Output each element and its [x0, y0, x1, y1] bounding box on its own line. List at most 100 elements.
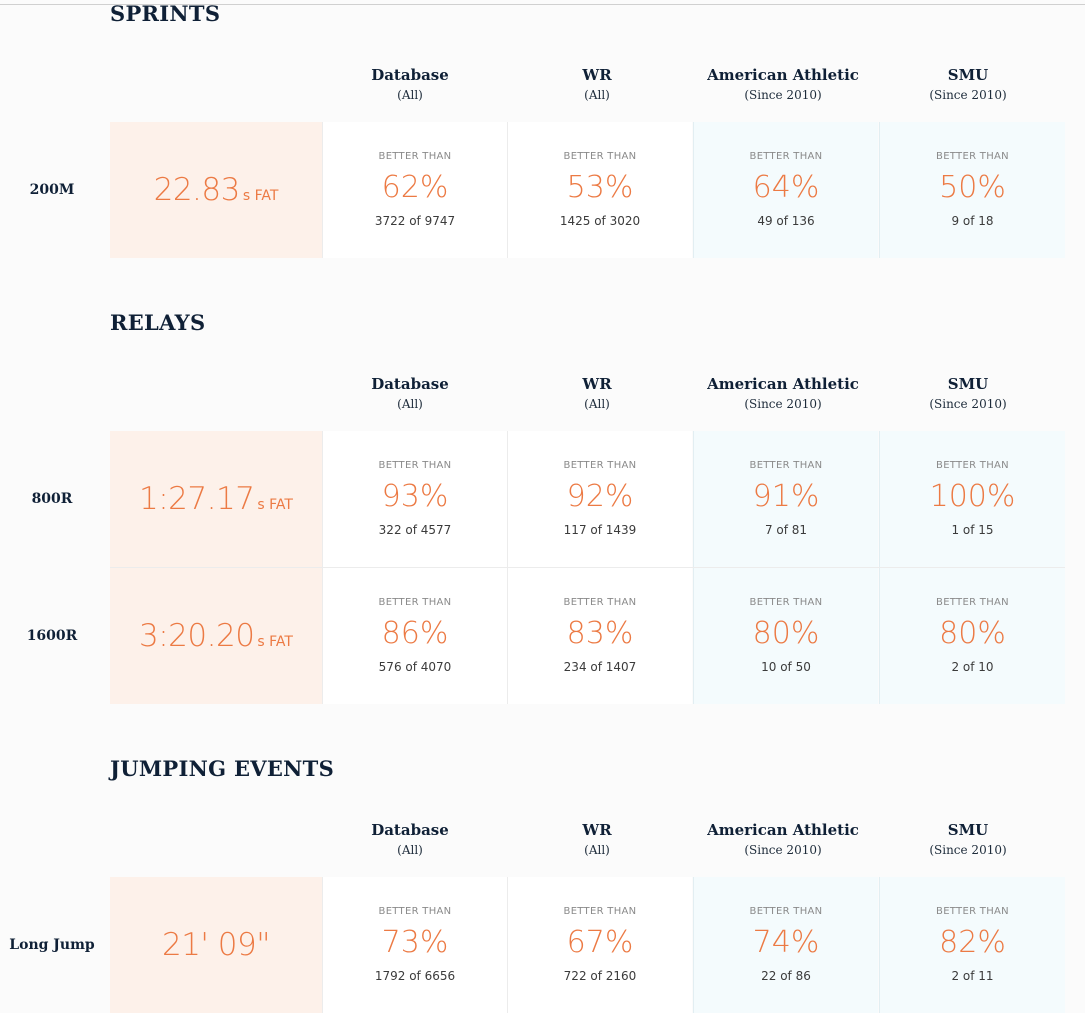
column-header-name: Database — [371, 375, 449, 393]
event-name: Long Jump — [9, 937, 95, 953]
better-than-label: BETTER THAN — [936, 460, 1009, 471]
column-header-2: American Athletic (Since 2010) — [690, 375, 876, 413]
rank-count: 3722 of 9747 — [374, 214, 456, 228]
mark-cell: 21' 09" — [110, 877, 322, 1013]
column-header-0: Database (All) — [317, 66, 503, 104]
column-header-2: American Athletic (Since 2010) — [690, 66, 876, 104]
mark-unit: s FAT — [257, 634, 293, 650]
mark-unit: s FAT — [242, 188, 279, 204]
column-header-name: American Athletic — [707, 375, 859, 393]
better-than-label: BETTER THAN — [936, 906, 1009, 917]
comparison-cell-2: BETTER THAN 91% 7 of 81 — [693, 431, 878, 567]
rank-count: 117 of 1439 — [563, 523, 637, 537]
rank-count: 49 of 136 — [757, 214, 815, 228]
mark-cell: 1:27.17 s FAT — [110, 431, 322, 567]
better-than-label: BETTER THAN — [749, 151, 823, 162]
mark-cell: 3:20.20 s FAT — [110, 568, 322, 704]
percentile-value: 91% — [752, 479, 820, 514]
column-header-range: (All) — [584, 397, 610, 411]
comparison-cell-3: BETTER THAN 50% 9 of 18 — [879, 122, 1065, 258]
column-header-0: Database (All) — [317, 375, 503, 413]
event-row[interactable]: 800R 1:27.17 s FAT BETTER THAN 93% 322 of 457… — [0, 431, 1085, 567]
mark-cell: 22.83 s FAT — [110, 122, 322, 258]
event-row[interactable]: 200M 22.83 s FAT BETTER THAN 62% 3722 of 9747… — [0, 122, 1085, 258]
rank-count: 1425 of 3020 — [559, 214, 641, 228]
percentile-value: 82% — [939, 925, 1006, 960]
rank-count: 10 of 50 — [761, 660, 811, 674]
mark-value: 3:20.20 — [139, 618, 255, 654]
comparison-cell-2: BETTER THAN 64% 49 of 136 — [693, 122, 878, 258]
column-header-range: (Since 2010) — [744, 88, 822, 102]
percentile-value: 50% — [939, 170, 1006, 205]
percentile-value: 83% — [566, 616, 634, 651]
better-than-label: BETTER THAN — [563, 906, 637, 917]
comparison-cell-1: BETTER THAN 83% 234 of 1407 — [507, 568, 692, 704]
better-than-label: BETTER THAN — [563, 597, 637, 608]
better-than-label: BETTER THAN — [563, 460, 637, 471]
event-section-2: JUMPING EVENTS Database (All) WR (All) Americ… — [0, 748, 1085, 1013]
percentile-value: 53% — [566, 170, 634, 205]
comparison-cell-0: BETTER THAN 73% 1792 of 6656 — [322, 877, 507, 1013]
comparison-cell-3: BETTER THAN 80% 2 of 10 — [879, 568, 1065, 704]
better-than-label: BETTER THAN — [749, 460, 823, 471]
percentile-value: 80% — [939, 616, 1006, 651]
rank-count: 2 of 10 — [951, 660, 994, 674]
column-header-name: SMU — [947, 821, 989, 839]
column-header-range: (Since 2010) — [929, 843, 1007, 857]
column-header-3: SMU (Since 2010) — [875, 821, 1061, 859]
better-than-label: BETTER THAN — [936, 597, 1009, 608]
event-row[interactable]: Long Jump 21' 09" BETTER THAN 73% 1792 of 66… — [0, 877, 1085, 1013]
column-header-name: WR — [582, 375, 612, 393]
event-name: 200M — [29, 182, 75, 198]
better-than-label: BETTER THAN — [378, 460, 452, 471]
column-header-range: (All) — [397, 397, 423, 411]
column-header-2: American Athletic (Since 2010) — [690, 821, 876, 859]
percentile-value: 80% — [752, 616, 820, 651]
event-section-1: RELAYS Database (All) WR (All) American Athle… — [0, 302, 1085, 704]
mark-unit: s FAT — [257, 497, 293, 513]
column-header-3: SMU (Since 2010) — [875, 375, 1061, 413]
comparison-cell-0: BETTER THAN 86% 576 of 4070 — [322, 568, 507, 704]
rank-count: 9 of 18 — [951, 214, 994, 228]
comparison-cell-0: BETTER THAN 62% 3722 of 9747 — [322, 122, 507, 258]
comparison-cell-1: BETTER THAN 67% 722 of 2160 — [507, 877, 692, 1013]
column-header-1: WR (All) — [504, 821, 690, 859]
better-than-label: BETTER THAN — [563, 151, 637, 162]
comparison-cell-1: BETTER THAN 53% 1425 of 3020 — [507, 122, 692, 258]
mark-value: 22.83 — [153, 172, 241, 208]
percentile-value: 100% — [929, 479, 1016, 514]
percentile-value: 62% — [381, 170, 449, 205]
event-name: 800R — [31, 491, 73, 507]
column-header-name: Database — [371, 66, 449, 84]
percentile-value: 93% — [381, 479, 449, 514]
comparison-cell-2: BETTER THAN 74% 22 of 86 — [693, 877, 878, 1013]
better-than-label: BETTER THAN — [378, 151, 452, 162]
better-than-label: BETTER THAN — [749, 906, 823, 917]
browser-top-edge — [0, 0, 1085, 5]
comparison-cell-3: BETTER THAN 100% 1 of 15 — [879, 431, 1065, 567]
better-than-label: BETTER THAN — [378, 906, 452, 917]
column-header-3: SMU (Since 2010) — [875, 66, 1061, 104]
comparison-cell-2: BETTER THAN 80% 10 of 50 — [693, 568, 878, 704]
comparison-cell-0: BETTER THAN 93% 322 of 4577 — [322, 431, 507, 567]
column-header-name: SMU — [947, 66, 989, 84]
column-header-0: Database (All) — [317, 821, 503, 859]
event-name: 1600R — [26, 628, 78, 644]
percentile-value: 86% — [381, 616, 449, 651]
percentile-value: 74% — [752, 925, 820, 960]
rank-count: 234 of 1407 — [563, 660, 637, 674]
rank-count: 1792 of 6656 — [374, 969, 456, 983]
column-header-range: (All) — [584, 88, 610, 102]
column-header-range: (Since 2010) — [929, 397, 1007, 411]
mark-value: 1:27.17 — [139, 481, 255, 517]
column-header-range: (All) — [397, 88, 423, 102]
column-header-name: American Athletic — [707, 821, 859, 839]
column-header-name: SMU — [947, 375, 989, 393]
event-row[interactable]: 1600R 3:20.20 s FAT BETTER THAN 86% 576 of 40… — [0, 568, 1085, 704]
column-header-name: American Athletic — [707, 66, 859, 84]
column-header-range: (Since 2010) — [929, 88, 1007, 102]
percentile-value: 73% — [381, 925, 449, 960]
percentile-value: 92% — [566, 479, 634, 514]
section-title: SPRINTS — [110, 1, 221, 26]
column-header-name: Database — [371, 821, 449, 839]
